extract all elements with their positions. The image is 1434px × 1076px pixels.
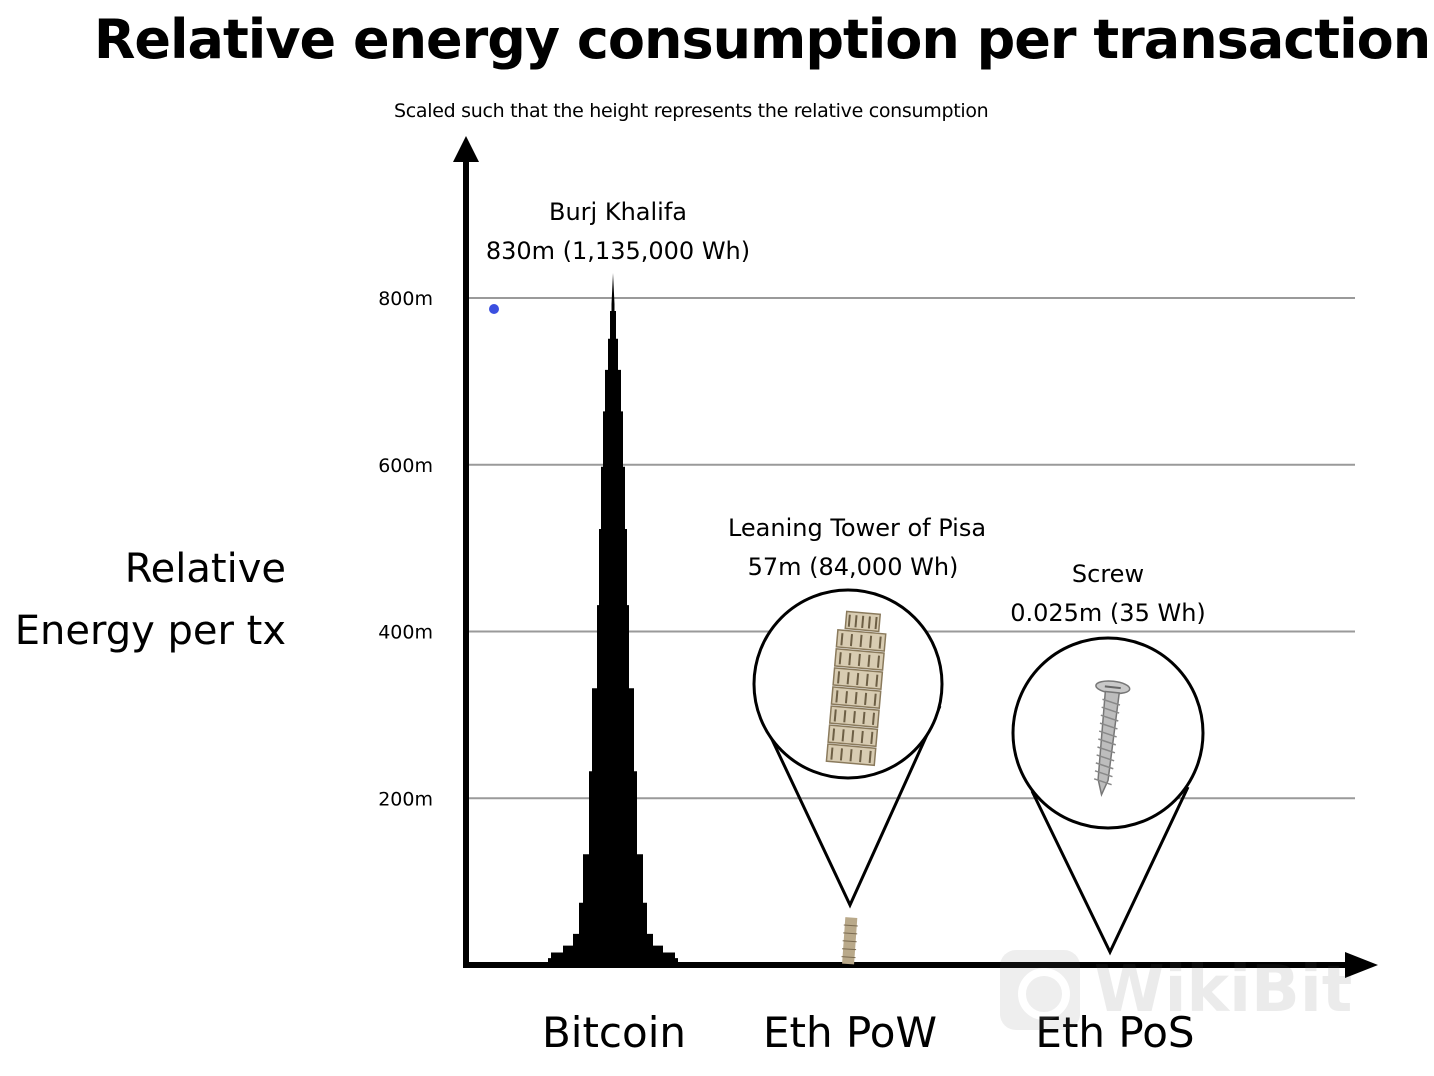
screw-thread <box>1094 770 1113 778</box>
screw-thread <box>1093 778 1112 786</box>
pisa-tier-line <box>843 924 858 927</box>
watermark-text: WikiBit <box>1094 953 1353 1027</box>
screw-thread <box>1098 730 1117 738</box>
annotation-name-burj-khalifa: Burj Khalifa <box>549 198 687 226</box>
pisa-arch <box>862 711 866 725</box>
x-category-label: Bitcoin <box>542 1008 686 1057</box>
pisa-arch <box>838 652 842 665</box>
pisa-arch <box>875 674 879 687</box>
screw-thread <box>1096 754 1115 762</box>
annotation-detail-pisa: 57m (84,000 Wh) <box>748 553 959 581</box>
x-category-label: Eth PoW <box>763 1008 937 1057</box>
pisa-arch <box>859 749 863 763</box>
pisa-arch <box>860 730 864 744</box>
pisa-arch <box>844 691 848 704</box>
chart-subtitle: Scaled such that the height represents t… <box>394 100 989 122</box>
screw-thread <box>1098 738 1117 746</box>
annotation-name-pisa: Leaning Tower of Pisa <box>728 514 986 542</box>
pisa-arch <box>867 654 871 667</box>
annotation-detail-screw: 0.025m (35 Wh) <box>1010 599 1206 627</box>
pisa-arch <box>830 747 834 760</box>
pisa-arch <box>865 673 869 686</box>
pisa-arch <box>839 748 843 761</box>
pisa-arch <box>847 614 851 627</box>
y-axis-label-line-1: Relative <box>124 546 286 592</box>
pow-callout-pointer <box>758 705 942 909</box>
pisa-arch <box>849 633 853 647</box>
pisa-arch <box>849 749 853 762</box>
pisa-arch <box>873 693 877 706</box>
pisa-tier-line <box>842 940 857 943</box>
x-axis-arrow-icon <box>1345 952 1378 978</box>
chart-title: Relative energy consumption per transact… <box>93 8 1431 71</box>
pisa-arch <box>841 729 845 742</box>
pos-callout-pointer <box>1030 786 1190 956</box>
pisa-arch <box>832 728 836 741</box>
pisa-tier-line <box>841 956 856 959</box>
pisa-arch <box>846 672 850 685</box>
screw-thread <box>1102 698 1121 706</box>
screw-slot <box>1104 685 1121 690</box>
screw-thread <box>1101 706 1120 714</box>
annotation-detail-burj-khalifa: 830m (1,135,000 Wh) <box>486 237 750 265</box>
annotation-name-screw: Screw <box>1072 560 1144 588</box>
pisa-arch <box>869 635 873 648</box>
pisa-arch <box>870 731 874 744</box>
screw-thread <box>1095 762 1114 770</box>
pisa-arch <box>874 616 878 630</box>
y-axis-label-line-2: Energy per tx <box>14 608 286 654</box>
pisa-arch <box>868 750 872 764</box>
pisa-arch <box>861 615 865 629</box>
bar-eth-pos-screw <box>1109 964 1111 965</box>
y-axis-label: Relative Energy per tx <box>15 538 286 662</box>
pisa-arch <box>851 730 855 743</box>
pisa-arch <box>835 690 839 703</box>
pisa-arch <box>871 712 876 725</box>
pisa-arch <box>854 615 858 628</box>
pisa-tower-icon <box>825 610 887 767</box>
bar-bitcoin-burj-khalifa <box>548 272 678 965</box>
y-axis-arrow-icon <box>453 136 479 162</box>
pisa-arch <box>857 653 861 667</box>
wikibit-logo-icon <box>1000 950 1080 1030</box>
pisa-arch <box>876 655 881 668</box>
pisa-arch <box>854 691 858 705</box>
pisa-arch <box>843 710 847 723</box>
y-tick-label: 800m <box>378 288 433 310</box>
pisa-tier-line <box>843 932 858 935</box>
y-tick-label: 600m <box>378 455 433 477</box>
watermark: WikiBit <box>1000 945 1420 1035</box>
pisa-arch <box>840 633 844 646</box>
screw-icon <box>1093 680 1131 798</box>
pisa-arch <box>867 616 871 629</box>
screw-thread <box>1099 722 1118 730</box>
pisa-arch <box>852 711 856 724</box>
screw-thread <box>1100 714 1119 722</box>
pisa-tier-line <box>842 948 857 951</box>
pisa-arch <box>837 671 841 684</box>
pisa-arch <box>864 692 868 706</box>
pisa-arch <box>848 653 852 666</box>
pisa-arch <box>878 636 882 649</box>
y-tick-label: 200m <box>378 788 433 810</box>
pisa-arch <box>856 672 860 686</box>
y-tick-label: 400m <box>378 622 433 644</box>
screw-thread <box>1097 746 1116 754</box>
blue-dot-marker <box>489 304 499 314</box>
pisa-arch <box>859 634 863 648</box>
pisa-arch <box>833 709 837 722</box>
